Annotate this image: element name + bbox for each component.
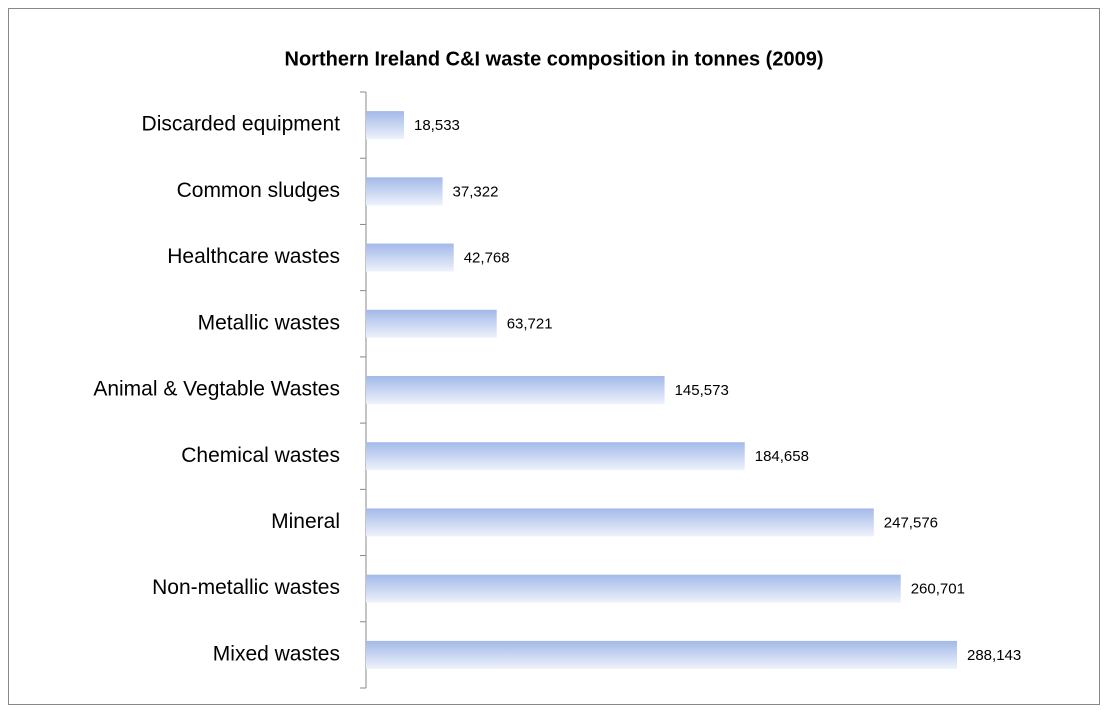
- data-label: 42,768: [464, 250, 510, 267]
- bar: [366, 574, 901, 603]
- data-label: 18,533: [414, 117, 460, 134]
- y-tick-label: Mixed wastes: [213, 642, 340, 665]
- y-tick-label: Discarded equipment: [142, 113, 341, 136]
- bar: [366, 640, 957, 669]
- data-label: 288,143: [967, 647, 1021, 664]
- bar: [366, 376, 665, 404]
- chart-title: Northern Ireland C&I waste composition i…: [285, 48, 824, 70]
- bar: [366, 177, 443, 206]
- bar: [366, 111, 405, 140]
- data-label: 63,721: [507, 316, 553, 333]
- bar: [366, 243, 454, 272]
- y-tick-label: Metallic wastes: [198, 311, 340, 334]
- data-label: 184,658: [755, 448, 809, 465]
- y-tick-label: Non-metallic wastes: [152, 576, 340, 599]
- bar: [366, 442, 745, 471]
- bar: [366, 309, 497, 338]
- data-label: 260,701: [911, 581, 965, 598]
- y-tick-label: Healthcare wastes: [167, 245, 340, 268]
- data-label: 247,576: [884, 514, 938, 531]
- data-label: 37,322: [453, 183, 499, 200]
- y-tick-label: Mineral: [271, 510, 340, 533]
- y-tick-label: Animal & Vegtable Wastes: [93, 378, 340, 401]
- bar: [366, 508, 874, 537]
- data-label: 145,573: [675, 382, 729, 399]
- y-tick-label: Chemical wastes: [181, 444, 340, 467]
- y-tick-label: Common sludges: [177, 179, 340, 202]
